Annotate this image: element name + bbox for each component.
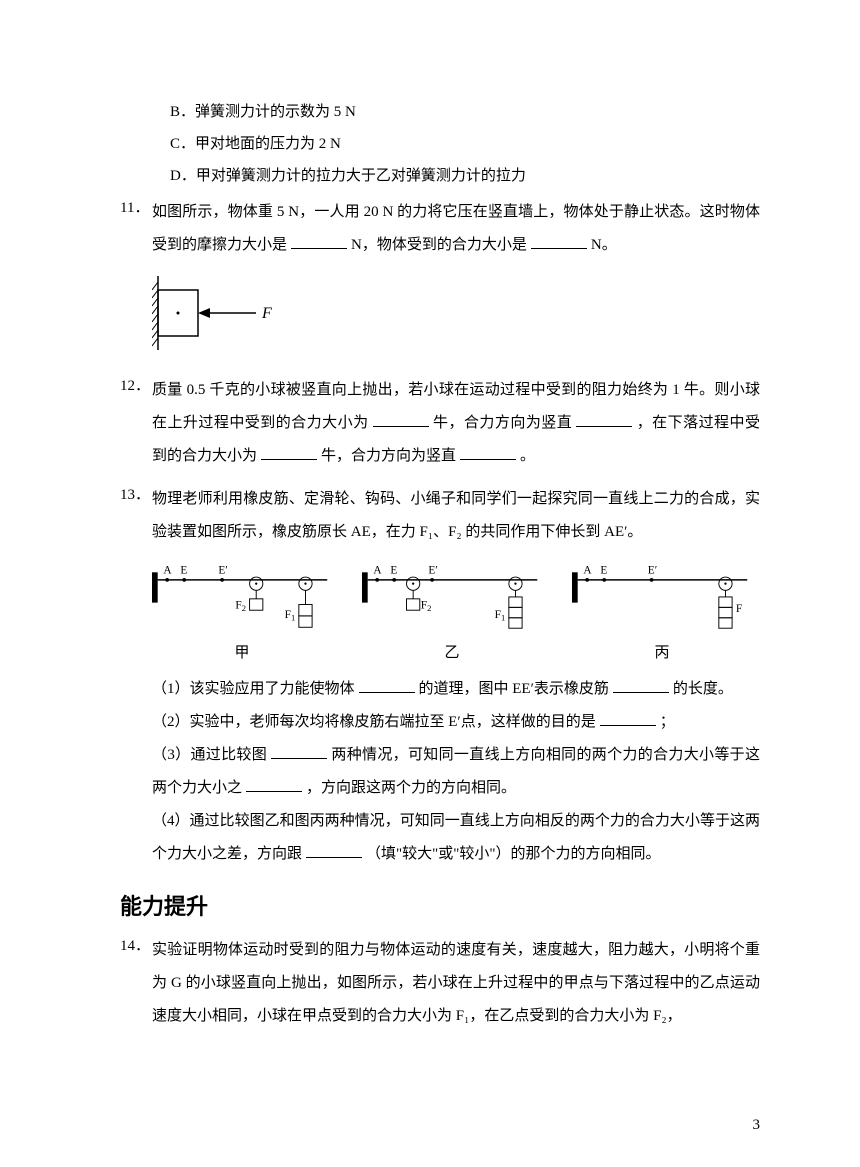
blank (613, 678, 669, 693)
svg-text:A: A (163, 564, 172, 576)
q14-body: 实验证明物体运动时受到的阻力与物体运动的速度有关，速度越大，阻力越大，小明将个重… (152, 934, 760, 1033)
svg-text:F1: F1 (285, 609, 296, 623)
q11-body: 如图所示，物体重 5 N，一人用 20 N 的力将它压在竖直墙上，物体处于静止状… (152, 196, 760, 262)
q12-body: 质量 0.5 千克的小球被竖直向上抛出，若小球在运动过程中受到的阻力始终为 1 … (152, 374, 760, 473)
svg-text:F: F (261, 305, 272, 322)
subfigure-yi: A E E′ F2 F1 乙 (362, 557, 542, 665)
blank (373, 412, 429, 427)
svg-text:F2: F2 (235, 599, 246, 613)
page-number: 3 (753, 1113, 761, 1137)
label-jia: 甲 (234, 641, 249, 665)
blank (246, 777, 302, 792)
q12-num: 12． (120, 374, 152, 398)
q14-num: 14． (120, 934, 152, 958)
blank (291, 234, 347, 249)
section-header: 能力提升 (120, 889, 760, 924)
figure-q13: A E E′ F2 F1 甲 A E E′ (152, 557, 760, 665)
figure-q11: F (152, 276, 760, 358)
label-bing: 丙 (654, 641, 669, 665)
q13-p2: （2）实验中，老师每次均将橡皮筋右端拉至 E′点，这样做的目的是； (152, 706, 760, 739)
blank (359, 678, 415, 693)
svg-text:E′: E′ (218, 564, 227, 576)
question-13: 13． 物理老师利用橡皮筋、定滑轮、钩码、小绳子和同学们一起探究同一直线上二力的… (120, 483, 760, 871)
svg-text:F1: F1 (495, 609, 506, 623)
blank (600, 711, 656, 726)
svg-text:A: A (583, 564, 592, 576)
label-yi: 乙 (444, 641, 459, 665)
svg-text:E: E (600, 564, 607, 576)
svg-text:E′: E′ (648, 564, 657, 576)
q13-p3: （3）通过比较图两种情况，可知同一直线上方向相同的两个力的合力大小等于这两个力大… (152, 739, 760, 805)
svg-text:E: E (180, 564, 187, 576)
subfigure-bing: A E E′ F 丙 (572, 557, 752, 665)
svg-text:A: A (373, 564, 382, 576)
svg-text:E′: E′ (428, 564, 437, 576)
svg-text:F2: F2 (421, 599, 432, 613)
blank (576, 412, 632, 427)
svg-text:F: F (736, 603, 742, 615)
q13-p1: （1）该实验应用了力能使物体的道理，图中 EE′表示橡皮筋的长度。 (152, 673, 760, 706)
option-c: C．甲对地面的压力为 2 N (170, 132, 760, 156)
option-b: B．弹簧测力计的示数为 5 N (170, 100, 760, 124)
blank (261, 445, 317, 460)
q11-num: 11． (120, 196, 152, 220)
subfigure-jia: A E E′ F2 F1 甲 (152, 557, 332, 665)
option-d: D．甲对弹簧测力计的拉力大于乙对弹簧测力计的拉力 (170, 164, 760, 188)
question-14: 14． 实验证明物体运动时受到的阻力与物体运动的速度有关，速度越大，阻力越大，小… (120, 934, 760, 1033)
blank (271, 744, 327, 759)
blank (460, 445, 516, 460)
q13-p4: （4）通过比较图乙和图丙两种情况，可知同一直线上方向相反的两个力的合力大小等于这… (152, 805, 760, 871)
question-11: 11． 如图所示，物体重 5 N，一人用 20 N 的力将它压在竖直墙上，物体处… (120, 196, 760, 358)
question-12: 12． 质量 0.5 千克的小球被竖直向上抛出，若小球在运动过程中受到的阻力始终… (120, 374, 760, 473)
blank (306, 843, 362, 858)
q13-num: 13． (120, 483, 152, 507)
blank (531, 234, 587, 249)
q13-body: 物理老师利用橡皮筋、定滑轮、钩码、小绳子和同学们一起探究同一直线上二力的合成，实… (152, 483, 760, 549)
svg-text:E: E (390, 564, 397, 576)
